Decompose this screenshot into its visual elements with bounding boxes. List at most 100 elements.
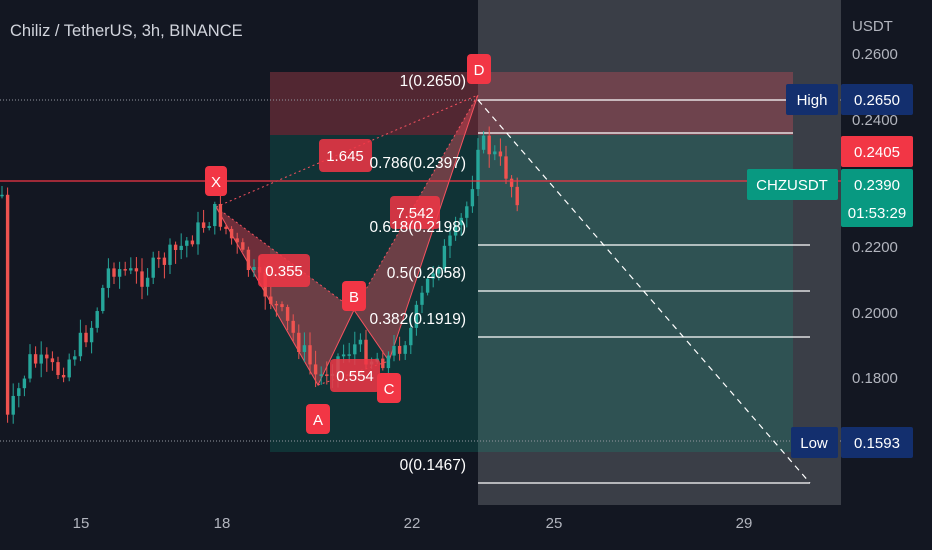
candle-body xyxy=(319,374,323,376)
candle-body xyxy=(73,356,77,360)
candle-body xyxy=(28,354,32,379)
candle-body xyxy=(280,304,284,308)
svg-text:0.2650: 0.2650 xyxy=(854,92,900,109)
candle-body xyxy=(95,311,99,328)
time-tick: 18 xyxy=(214,515,231,532)
svg-text:A: A xyxy=(313,412,323,429)
fib-label-786: 0.786(0.2397) xyxy=(369,155,466,172)
candle-body xyxy=(179,245,183,251)
svg-text:0.2405: 0.2405 xyxy=(854,144,900,161)
candle-body xyxy=(162,257,167,265)
point-label-a: A xyxy=(306,404,330,434)
price-axis[interactable]: USDT 0.2600 0.2400 0.2200 0.2000 0.1800 xyxy=(852,18,898,387)
svg-text:0.1593: 0.1593 xyxy=(854,435,900,452)
last-price-label: 0.2405 xyxy=(841,136,913,167)
candle-body xyxy=(431,273,435,279)
candle-body xyxy=(5,194,10,415)
time-axis[interactable]: 15 18 22 25 29 xyxy=(73,515,753,532)
candle-body xyxy=(123,269,127,271)
candle-body xyxy=(448,235,452,246)
candle-body xyxy=(493,151,497,155)
candle-body xyxy=(481,135,486,150)
price-tick: 0.2200 xyxy=(852,239,898,256)
svg-text:High: High xyxy=(797,92,828,109)
svg-text:CHZUSDT: CHZUSDT xyxy=(756,177,828,194)
fib-label-618: 0.618(0.2198) xyxy=(369,219,466,236)
candle-body xyxy=(297,332,301,353)
candle-body xyxy=(269,296,273,304)
candle-body xyxy=(437,268,441,274)
candle-body xyxy=(185,240,189,246)
low-price-label: Low 0.1593 xyxy=(791,427,913,458)
svg-text:0.355: 0.355 xyxy=(265,263,303,280)
candle-body xyxy=(313,364,318,375)
candle-body xyxy=(285,307,290,321)
candle-body xyxy=(386,355,391,369)
candle-body xyxy=(453,225,458,236)
pattern-xab-fill xyxy=(216,207,354,385)
candlesticks xyxy=(0,126,519,424)
svg-text:1.645: 1.645 xyxy=(326,148,364,165)
candle-body xyxy=(274,303,279,306)
svg-text:D: D xyxy=(474,62,485,79)
candle-body xyxy=(476,149,480,190)
candle-body xyxy=(17,388,21,396)
point-label-d: D xyxy=(467,54,491,84)
candle-body xyxy=(235,238,239,243)
candle-body xyxy=(308,345,312,365)
svg-text:0.554: 0.554 xyxy=(336,368,374,385)
candle-body xyxy=(168,244,172,265)
svg-text:Low: Low xyxy=(800,435,828,452)
candle-body xyxy=(425,278,430,293)
svg-text:X: X xyxy=(211,174,221,191)
chart-title: Chiliz / TetherUS, 3h, BINANCE xyxy=(10,22,243,40)
candle-body xyxy=(341,354,346,357)
candle-body xyxy=(325,374,329,376)
candle-body xyxy=(0,194,4,197)
ratio-label-ab: 0.355 xyxy=(258,254,310,287)
candle-body xyxy=(213,203,217,227)
candle-body xyxy=(196,222,200,245)
candle-body xyxy=(470,189,475,207)
fib-trend-line xyxy=(477,99,811,484)
candle-body xyxy=(129,268,133,271)
price-tick: 0.2000 xyxy=(852,305,898,322)
fib-label-100: 1(0.2650) xyxy=(400,73,466,90)
candle-body xyxy=(145,277,150,287)
candle-body xyxy=(33,354,38,364)
pattern-bd-line xyxy=(353,94,479,311)
candle-body xyxy=(50,358,55,363)
candle-body xyxy=(218,203,223,227)
candle-body xyxy=(201,222,206,228)
time-range-highlight xyxy=(478,0,841,505)
candle-body xyxy=(106,268,111,288)
candle-body xyxy=(403,345,407,354)
candle-body xyxy=(89,327,94,343)
candle-body xyxy=(157,257,161,260)
candle-body xyxy=(224,226,228,229)
svg-text:0.2390: 0.2390 xyxy=(854,177,900,194)
candle-body xyxy=(504,156,508,179)
candle-body xyxy=(67,359,71,378)
candle-body xyxy=(78,332,83,357)
candle-body xyxy=(465,206,469,218)
candle-body xyxy=(45,354,49,359)
candle-body xyxy=(11,395,15,415)
currency-label: USDT xyxy=(852,18,893,35)
candle-body xyxy=(207,226,211,228)
candle-body xyxy=(140,271,144,287)
candle-body xyxy=(302,345,307,353)
candle-body xyxy=(101,287,105,312)
candle-body xyxy=(246,249,251,270)
candle-body xyxy=(381,358,385,369)
point-label-b: B xyxy=(342,281,366,311)
candle-body xyxy=(291,320,295,333)
candle-body xyxy=(56,362,60,375)
symbol-price-label: CHZUSDT 0.2390 01:53:29 xyxy=(747,169,913,227)
point-label-x: X xyxy=(205,166,227,196)
candle-body xyxy=(353,344,357,355)
candle-body xyxy=(364,339,368,365)
candle-body xyxy=(39,354,43,364)
candle-body xyxy=(151,257,155,278)
